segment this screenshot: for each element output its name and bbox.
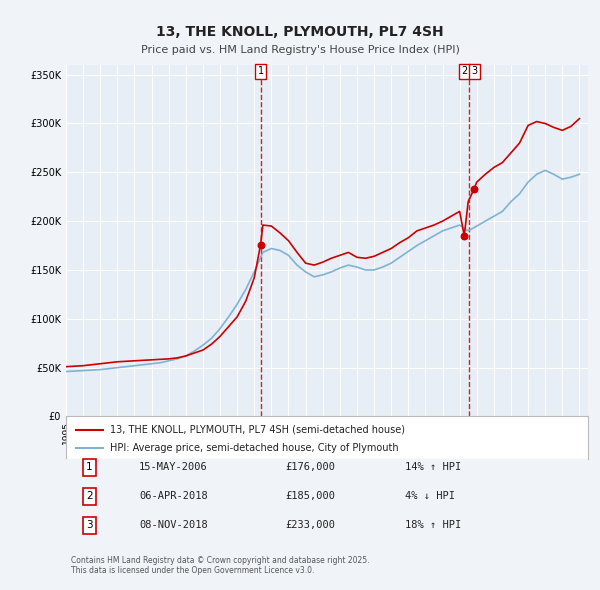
- Text: 4% ↓ HPI: 4% ↓ HPI: [406, 491, 455, 502]
- Text: £176,000: £176,000: [285, 463, 335, 473]
- Text: 1: 1: [257, 66, 263, 76]
- Point: [469, 184, 479, 194]
- Text: Price paid vs. HM Land Registry's House Price Index (HPI): Price paid vs. HM Land Registry's House …: [140, 45, 460, 55]
- Text: 13, THE KNOLL, PLYMOUTH, PL7 4SH: 13, THE KNOLL, PLYMOUTH, PL7 4SH: [156, 25, 444, 40]
- Point: [256, 240, 265, 250]
- Text: 18% ↑ HPI: 18% ↑ HPI: [406, 520, 461, 530]
- Text: 14% ↑ HPI: 14% ↑ HPI: [406, 463, 461, 473]
- Text: 2: 2: [86, 491, 93, 502]
- Text: 1: 1: [86, 463, 93, 473]
- Text: HPI: Average price, semi-detached house, City of Plymouth: HPI: Average price, semi-detached house,…: [110, 443, 399, 453]
- Text: 08-NOV-2018: 08-NOV-2018: [139, 520, 208, 530]
- Text: 13, THE KNOLL, PLYMOUTH, PL7 4SH (semi-detached house): 13, THE KNOLL, PLYMOUTH, PL7 4SH (semi-d…: [110, 425, 406, 435]
- Text: Contains HM Land Registry data © Crown copyright and database right 2025.
This d: Contains HM Land Registry data © Crown c…: [71, 556, 370, 575]
- Text: £185,000: £185,000: [285, 491, 335, 502]
- Point: [460, 231, 469, 241]
- Text: 3: 3: [86, 520, 93, 530]
- Text: 06-APR-2018: 06-APR-2018: [139, 491, 208, 502]
- Text: £233,000: £233,000: [285, 520, 335, 530]
- Text: 2: 2: [461, 66, 467, 76]
- Text: 15-MAY-2006: 15-MAY-2006: [139, 463, 208, 473]
- Text: 3: 3: [471, 66, 477, 76]
